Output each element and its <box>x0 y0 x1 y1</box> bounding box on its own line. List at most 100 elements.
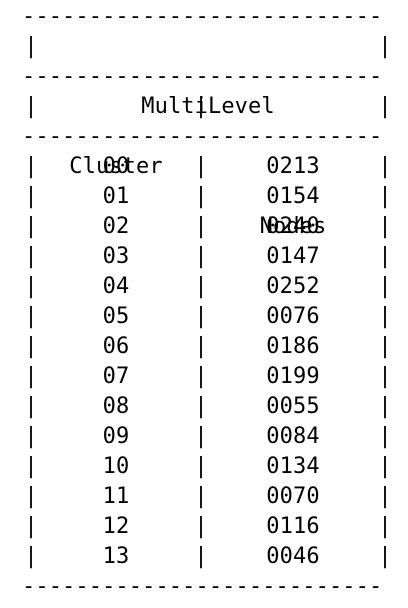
nodes-cell: 0199 <box>266 364 320 389</box>
left-border-bar: | <box>24 514 38 539</box>
nodes-cell: 0076 <box>266 304 320 329</box>
left-border-bar: | <box>24 154 38 179</box>
nodes-cell: 0116 <box>266 514 320 539</box>
cluster-cell: 09 <box>102 424 130 449</box>
right-border-bar: | <box>378 424 392 449</box>
table-header-row: | Cluster | Nodes | <box>22 92 396 239</box>
left-border-bar: | <box>24 184 38 209</box>
left-border-bar: | <box>24 304 38 329</box>
cluster-cell: 04 <box>102 274 130 299</box>
table-row: | 08 | 0055 | <box>22 392 396 422</box>
left-border-bar: | <box>24 364 38 389</box>
nodes-cell: 0252 <box>266 274 320 299</box>
header-separator: --------------------------- <box>22 124 383 149</box>
right-border-bar: | <box>378 244 392 269</box>
cluster-cell: 06 <box>102 334 130 359</box>
nodes-cell: 0055 <box>266 394 320 419</box>
right-border-bar: | <box>378 274 392 299</box>
right-border-bar: | <box>378 34 392 59</box>
cluster-cell: 01 <box>102 184 130 209</box>
table-row: | 03 | 0147 | <box>22 242 396 272</box>
column-divider: | <box>194 274 208 299</box>
nodes-cell: 0213 <box>266 154 320 179</box>
column-divider: | <box>194 394 208 419</box>
column-divider: | <box>194 244 208 269</box>
right-border-bar: | <box>378 364 392 389</box>
left-border-bar: | <box>24 244 38 269</box>
column-divider: | <box>194 154 208 179</box>
column-divider: | <box>194 214 208 239</box>
column-divider: | <box>194 514 208 539</box>
right-border-bar: | <box>378 394 392 419</box>
table-top-border: --------------------------- <box>22 4 383 29</box>
left-border-bar: | <box>24 394 38 419</box>
table-row: | 05 | 0076 | <box>22 302 396 332</box>
table-bottom-border: --------------------------- <box>22 574 383 599</box>
column-divider: | <box>194 544 208 569</box>
column-divider: | <box>194 424 208 449</box>
right-border-bar: | <box>378 544 392 569</box>
cluster-cell: 05 <box>102 304 130 329</box>
table-row: | 04 | 0252 | <box>22 272 396 302</box>
nodes-cell: 0186 <box>266 334 320 359</box>
right-border-bar: | <box>378 514 392 539</box>
table-row: | 09 | 0084 | <box>22 422 396 452</box>
cluster-cell: 13 <box>102 544 130 569</box>
left-border-bar: | <box>24 34 38 59</box>
table-title-row: | MultiLevel | <box>22 32 396 119</box>
table-row: | 13 | 0046 | <box>22 542 396 572</box>
left-border-bar: | <box>24 214 38 239</box>
table-row: | 02 | 0240 | <box>22 212 396 242</box>
table-body: | 00 | 0213 | | 01 | 0154 | | 02 | 0240 | | 03 | 0147 | … <box>22 152 396 572</box>
column-divider: | <box>194 364 208 389</box>
column-divider: | <box>194 184 208 209</box>
nodes-cell: 0046 <box>266 544 320 569</box>
table-row: | 06 | 0186 | <box>22 332 396 362</box>
table-row: | 10 | 0134 | <box>22 452 396 482</box>
right-border-bar: | <box>378 454 392 479</box>
right-border-bar: | <box>378 154 392 179</box>
table-title: MultiLevel <box>141 94 275 119</box>
right-border-bar: | <box>378 304 392 329</box>
table-row: | 07 | 0199 | <box>22 362 396 392</box>
nodes-cell: 0240 <box>266 214 320 239</box>
nodes-cell: 0147 <box>266 244 320 269</box>
ascii-table: --------------------------- | MultiLevel… <box>22 2 396 602</box>
column-header-nodes: Nodes <box>259 214 327 239</box>
cluster-cell: 03 <box>102 244 130 269</box>
cluster-cell: 07 <box>102 364 130 389</box>
left-border-bar: | <box>24 544 38 569</box>
table-row: | 01 | 0154 | <box>22 182 396 212</box>
right-border-bar: | <box>378 334 392 359</box>
left-border-bar: | <box>24 454 38 479</box>
left-border-bar: | <box>24 484 38 509</box>
right-border-bar: | <box>378 484 392 509</box>
column-divider: | <box>194 454 208 479</box>
left-border-bar: | <box>24 334 38 359</box>
cluster-cell: 00 <box>102 154 130 179</box>
nodes-cell: 0084 <box>266 424 320 449</box>
cluster-cell: 10 <box>102 454 130 479</box>
title-separator: --------------------------- <box>22 64 383 89</box>
column-divider: | <box>194 304 208 329</box>
column-divider: | <box>194 94 208 119</box>
column-header-cluster: Cluster <box>69 154 163 179</box>
cluster-cell: 08 <box>102 394 130 419</box>
left-border-bar: | <box>24 274 38 299</box>
table-row: | 00 | 0213 | <box>22 152 396 182</box>
right-border-bar: | <box>378 184 392 209</box>
left-border-bar: | <box>24 424 38 449</box>
nodes-cell: 0070 <box>266 484 320 509</box>
column-divider: | <box>194 334 208 359</box>
table-row: | 11 | 0070 | <box>22 482 396 512</box>
cluster-cell: 11 <box>102 484 130 509</box>
cluster-cell: 12 <box>102 514 130 539</box>
right-border-bar: | <box>378 94 392 119</box>
column-divider: | <box>194 484 208 509</box>
nodes-cell: 0134 <box>266 454 320 479</box>
table-row: | 12 | 0116 | <box>22 512 396 542</box>
nodes-cell: 0154 <box>266 184 320 209</box>
right-border-bar: | <box>378 214 392 239</box>
cluster-cell: 02 <box>102 214 130 239</box>
left-border-bar: | <box>24 94 38 119</box>
